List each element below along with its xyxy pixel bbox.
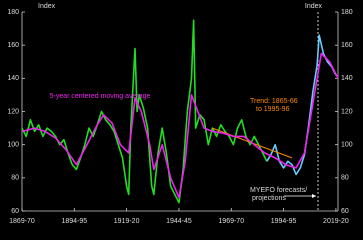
series-label: 5-year centered moving average [50, 93, 151, 100]
y-tick-label: 120 [7, 108, 19, 115]
y-tick-label: 140 [7, 75, 19, 82]
y-tick-label: 140 [341, 75, 353, 82]
x-tick-label: 1869-70 [9, 218, 35, 225]
x-tick-label: 1919-20 [114, 218, 140, 225]
data-line [266, 34, 337, 176]
y-tick-label: 60 [11, 208, 19, 215]
x-tick-label: 1969-70 [218, 218, 244, 225]
x-tick-label: 1894-95 [61, 218, 87, 225]
data-line [21, 19, 268, 204]
y-axis-label: Index [305, 3, 323, 10]
y-tick-label: 100 [7, 142, 19, 149]
annotation: Trend: 1865-66 [250, 98, 298, 105]
page: {"chart_data": { "type": "line", "y_labe… [7, 2, 353, 225]
y-tick-label: 180 [7, 9, 19, 16]
y-tick-label: 160 [7, 42, 19, 49]
y-tick-label: 100 [341, 142, 353, 149]
data-line [21, 52, 339, 199]
x-tick-label: 1994-95 [271, 218, 297, 225]
annotation: projections [252, 195, 286, 202]
y-axis-label: Index [38, 3, 56, 10]
y-tick-label: 160 [341, 42, 353, 49]
y-tick-label: 80 [11, 175, 19, 182]
chart: Index Index 60 60 80 80 100 100 120 120 140 140 16… [7, 3, 353, 225]
y-tick-label: 80 [341, 175, 349, 182]
x-tick-label: 1944-45 [166, 218, 192, 225]
annotation: to 1995-96 [256, 106, 290, 113]
y-tick-label: 60 [341, 208, 349, 215]
arrow-head [312, 194, 316, 198]
annotation: MYEFO forecasts/ [250, 187, 307, 194]
y-tick-label: 180 [341, 9, 353, 16]
y-tick-label: 120 [341, 108, 353, 115]
x-tick-label: 2019-20 [323, 218, 349, 225]
